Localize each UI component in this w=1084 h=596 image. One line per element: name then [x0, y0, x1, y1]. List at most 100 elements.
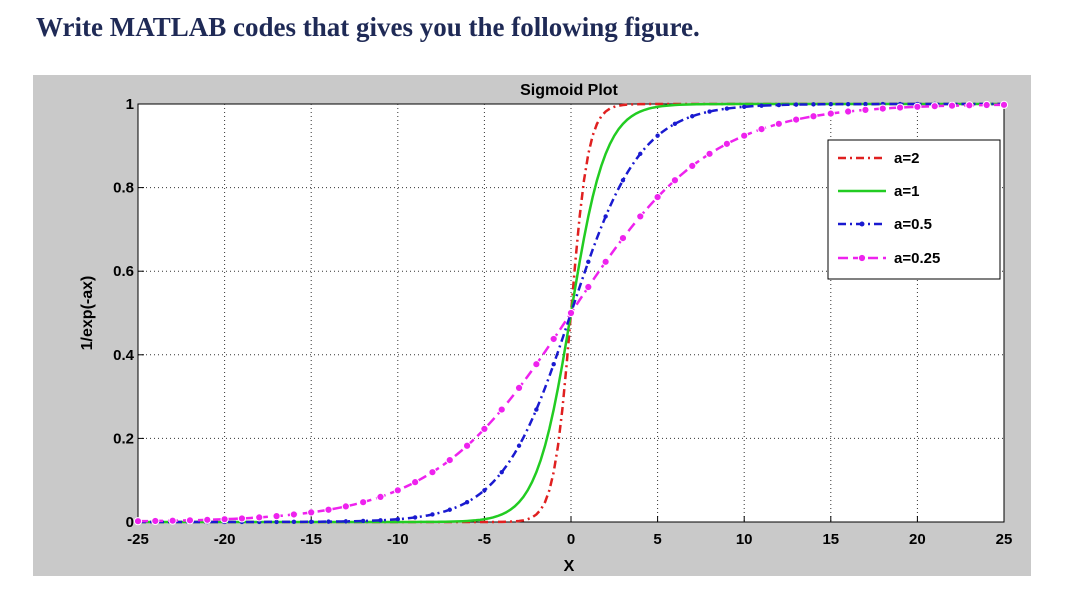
series-marker-3 — [999, 100, 1009, 109]
series-marker-2 — [724, 106, 730, 111]
series-marker-3 — [393, 486, 402, 495]
x-tick-label: -25 — [127, 531, 149, 548]
x-tick-label: 5 — [653, 531, 661, 548]
series-marker-3 — [566, 308, 576, 318]
series-marker-3 — [705, 149, 714, 158]
x-tick-label: -10 — [387, 531, 409, 548]
x-tick-label: -5 — [478, 531, 491, 548]
series-marker-3 — [220, 515, 229, 524]
series-marker-3 — [289, 510, 298, 519]
x-tick-label: 15 — [822, 531, 839, 548]
series-marker-3 — [653, 192, 662, 202]
series-marker-2 — [811, 102, 816, 107]
series-marker-3 — [168, 516, 177, 525]
series-marker-3 — [688, 161, 697, 170]
series-marker-2 — [360, 518, 366, 524]
series-marker-3 — [930, 102, 939, 111]
x-tick-label: -15 — [300, 531, 322, 548]
series-marker-2 — [343, 519, 349, 524]
series-marker-2 — [603, 214, 608, 219]
series-marker-3 — [982, 100, 991, 110]
series-marker-3 — [774, 119, 783, 128]
series-marker-3 — [497, 405, 506, 414]
series-marker-3 — [307, 508, 316, 517]
series-marker-3 — [359, 498, 368, 507]
series-marker-2 — [464, 499, 470, 505]
series-marker-3 — [480, 424, 489, 434]
series-marker-3 — [618, 234, 628, 243]
series-marker-2 — [309, 519, 314, 524]
series-marker-2 — [447, 507, 452, 512]
series-marker-2 — [551, 361, 556, 367]
series-marker-2 — [793, 102, 799, 107]
series-marker-2 — [412, 515, 418, 520]
series-marker-2 — [534, 407, 539, 412]
series-marker-3 — [272, 512, 281, 521]
x-tick-label: 0 — [567, 531, 575, 548]
x-tick-label: -20 — [214, 531, 236, 548]
series-marker-3 — [844, 107, 853, 116]
series-marker-2 — [776, 102, 782, 108]
series-marker-2 — [430, 512, 435, 517]
series-marker-3 — [255, 513, 264, 522]
series-marker-3 — [411, 478, 420, 487]
series-marker-3 — [861, 105, 870, 114]
series-marker-3 — [826, 109, 835, 118]
legend-box — [827, 139, 1001, 280]
series-marker-3 — [324, 505, 333, 514]
series-marker-3 — [514, 383, 524, 392]
series-marker-2 — [499, 469, 504, 475]
x-tick-label: 10 — [736, 531, 753, 548]
series-marker-3 — [670, 176, 680, 185]
series-marker-2 — [759, 103, 764, 108]
series-marker-2 — [395, 517, 400, 522]
series-marker-3 — [636, 212, 645, 221]
series-marker-2 — [672, 121, 678, 127]
y-tick-label: 0.4 — [113, 347, 135, 364]
series-marker-2 — [274, 519, 279, 525]
legend-label-0: a=2 — [894, 150, 919, 167]
series-marker-2 — [620, 178, 626, 183]
series-marker-3 — [740, 131, 749, 140]
y-tick-label: 0.6 — [113, 263, 134, 280]
series-marker-3 — [913, 102, 922, 111]
series-marker-3 — [965, 101, 974, 110]
series-marker-2 — [291, 519, 297, 525]
y-tick-label: 1 — [126, 96, 134, 113]
series-marker-3 — [462, 441, 472, 450]
x-tick-label: 20 — [909, 531, 926, 548]
series-marker-3 — [376, 492, 385, 501]
ticks: -25 -20 -15 -10 -5 0 5 10 15 20 25 0 0.2 0.4 0.6 0.8 1 — [113, 96, 1012, 548]
series-marker-3 — [722, 139, 731, 148]
series-marker-3 — [757, 125, 766, 134]
series-lines — [133, 100, 1009, 526]
series-marker-3 — [151, 516, 160, 526]
x-axis-label: X — [564, 558, 575, 575]
legend-marker-3 — [857, 253, 867, 263]
legend-label-1: a=1 — [894, 183, 919, 200]
legend: a=2 a=1 a=0.5 a=0.25 — [827, 139, 1001, 280]
x-tick-label: 25 — [996, 531, 1013, 548]
chart-title: Sigmoid Plot — [520, 82, 618, 99]
series-marker-2 — [482, 488, 487, 493]
series-marker-3 — [792, 115, 801, 124]
series-marker-2 — [690, 114, 695, 119]
y-tick-label: 0.8 — [113, 180, 134, 197]
series-marker-2 — [845, 101, 851, 107]
series-marker-3 — [445, 456, 454, 465]
series-marker-3 — [549, 334, 558, 344]
series-marker-2 — [326, 519, 331, 524]
series-marker-3 — [185, 516, 195, 525]
legend-marker-2 — [859, 221, 865, 227]
series-marker-3 — [532, 360, 541, 369]
series-marker-3 — [601, 257, 610, 266]
series-marker-3 — [809, 112, 818, 121]
series-marker-2 — [516, 443, 522, 448]
series-marker-2 — [863, 101, 868, 107]
series-marker-3 — [133, 517, 143, 526]
series-marker-2 — [655, 133, 660, 138]
series-marker-3 — [895, 103, 905, 112]
series-marker-3 — [203, 515, 212, 524]
series-marker-2 — [828, 102, 833, 107]
